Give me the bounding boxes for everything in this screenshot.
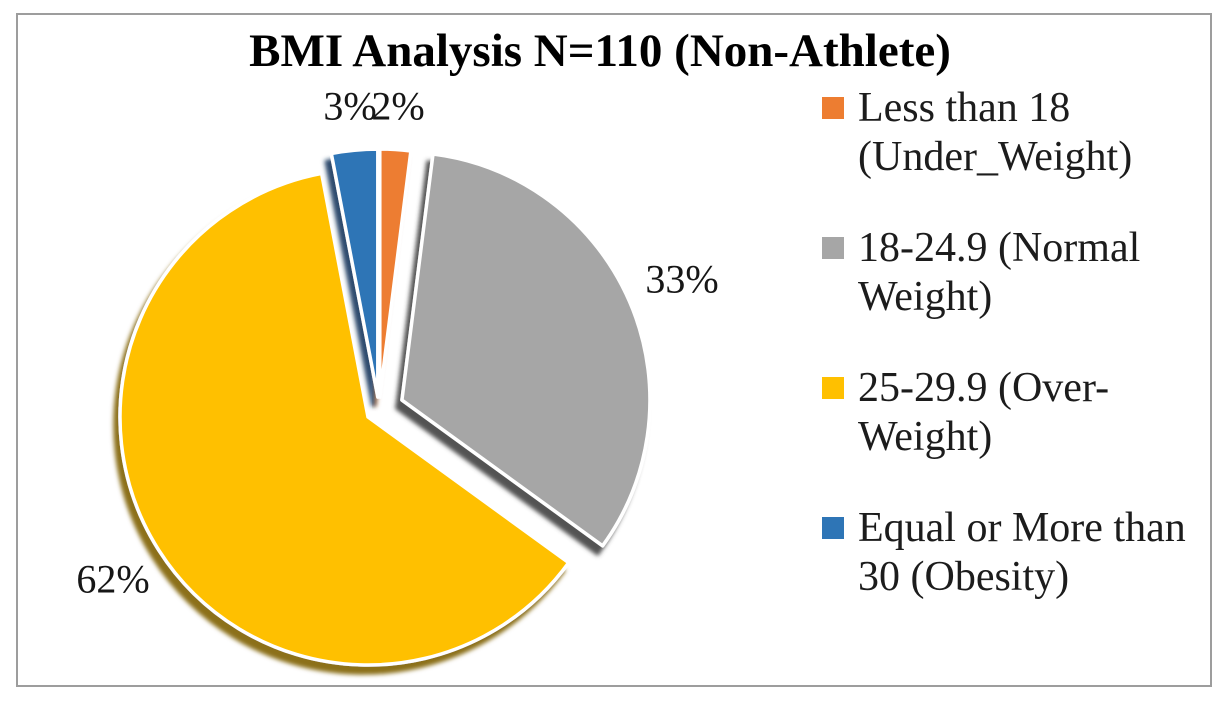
legend-swatch-icon bbox=[822, 377, 844, 399]
legend-swatch-icon bbox=[822, 97, 844, 119]
data-label: 33% bbox=[645, 257, 718, 302]
chart-title: BMI Analysis N=110 (Non-Athlete) bbox=[249, 25, 951, 77]
pie-slice-4 bbox=[329, 147, 380, 399]
legend-label: Equal or More than 30 (Obesity) bbox=[858, 505, 1186, 600]
data-label: 2% bbox=[371, 84, 424, 129]
legend-swatch-icon bbox=[822, 237, 844, 259]
legend-label: 25-29.9 (Over-Weight) bbox=[858, 365, 1110, 460]
legend-item-4: Equal or More than 30 (Obesity) bbox=[822, 504, 1220, 602]
legend-item-3: 25-29.9 (Over-Weight) bbox=[822, 364, 1220, 462]
pie-slice-3 bbox=[118, 171, 571, 667]
legend-item-2: 18-24.9 (Normal Weight) bbox=[822, 224, 1220, 322]
legend-swatch-icon bbox=[822, 517, 844, 539]
data-label: 3% bbox=[323, 84, 376, 129]
data-label: 62% bbox=[76, 557, 149, 602]
legend-label: 18-24.9 (Normal Weight) bbox=[858, 225, 1141, 320]
legend: Less than 18 (Under_Weight) 18-24.9 (Norm… bbox=[822, 84, 1220, 602]
pie-slice-2 bbox=[400, 152, 652, 548]
pie-slice-1 bbox=[378, 147, 413, 399]
legend-label: Less than 18 (Under_Weight) bbox=[858, 85, 1133, 180]
legend-item-1: Less than 18 (Under_Weight) bbox=[822, 84, 1220, 182]
